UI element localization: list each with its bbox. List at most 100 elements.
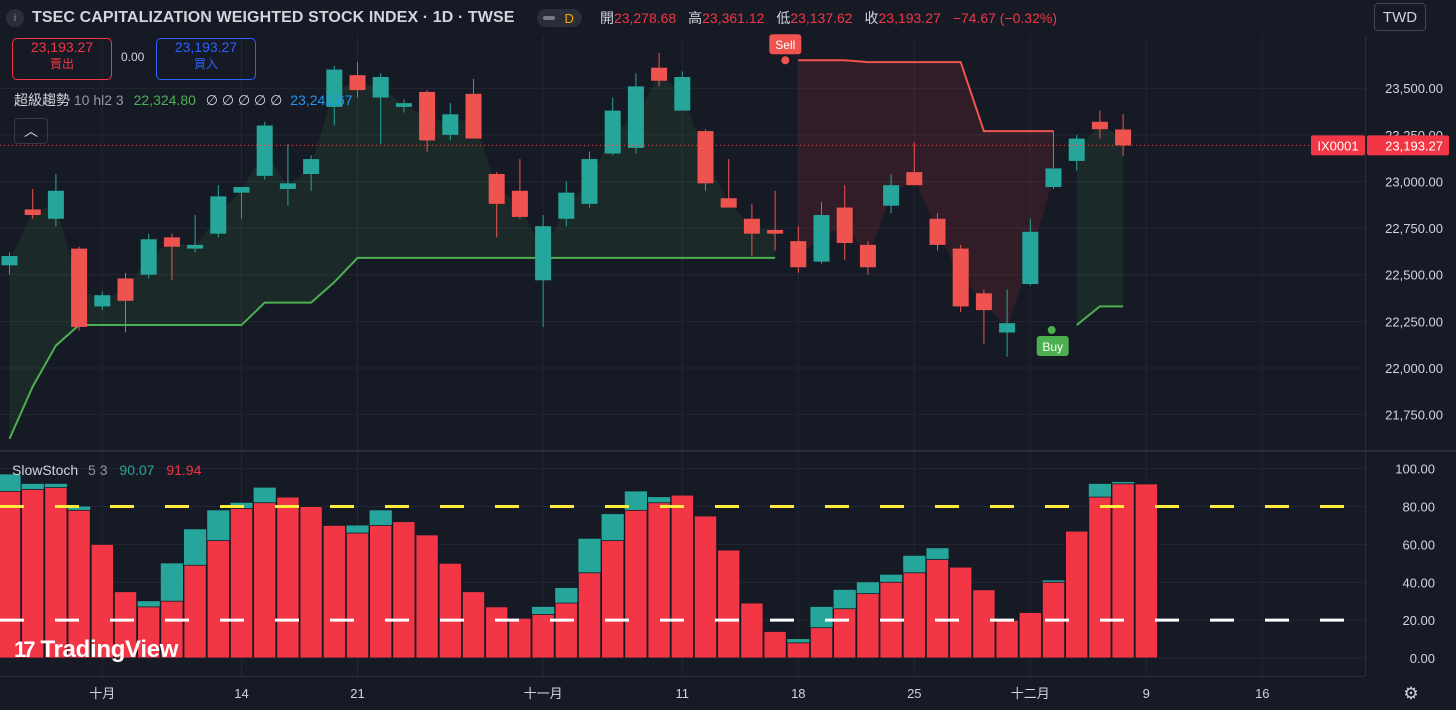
time-tick-label: 21 (350, 686, 364, 701)
chart-title[interactable]: TSEC CAPITALIZATION WEIGHTED STOCK INDEX… (32, 9, 515, 26)
candle-body (210, 196, 227, 234)
signal-labels: Sell Buy (769, 34, 1069, 357)
candle-body (859, 244, 876, 268)
stoch-d-bar (740, 602, 764, 659)
collapse-legend-button[interactable]: ︿ (14, 118, 48, 144)
candle-body (836, 207, 853, 243)
stoch-d-bar (578, 572, 602, 659)
stoch-d-bar (137, 606, 161, 659)
symbol-price-tag (1311, 135, 1365, 156)
stoch-d-bar (763, 631, 787, 659)
time-tick-label: 25 (907, 686, 921, 701)
candle-body (140, 239, 157, 275)
stoch-d-bar (786, 642, 810, 659)
supertrend-area (9, 74, 776, 439)
stoch-d-bar (392, 521, 416, 659)
stoch-d-bar (369, 525, 393, 659)
price-tick-label: 23,500.00 (1385, 81, 1443, 96)
stoch-d-bar (833, 608, 857, 659)
last-price-label: 23,193.27 (1385, 138, 1443, 153)
stoch-d-bar (926, 559, 950, 659)
candle-body (1115, 129, 1132, 146)
supertrend-area (798, 60, 1054, 328)
stoch-bars (0, 474, 1158, 659)
candle-body (535, 226, 552, 281)
settings-gear-icon[interactable]: ⚙ (1403, 684, 1419, 703)
candle-body (1, 256, 18, 266)
stoch-d-bar (717, 549, 741, 659)
candle-body (47, 190, 64, 219)
candle-body (743, 218, 760, 234)
candle-body (952, 248, 969, 307)
stoch-d-bar (206, 540, 230, 659)
stoch-d-bar (972, 589, 996, 659)
candle-body (906, 172, 923, 186)
sell-signal-label: Sell (775, 38, 795, 52)
supertrend-down-line (798, 59, 1054, 133)
stoch-d-bar (810, 627, 834, 659)
price-tick-label: 23,000.00 (1385, 174, 1443, 189)
candle-body (999, 323, 1016, 333)
candle-body (395, 103, 412, 107)
stoch-d-bar (438, 562, 462, 659)
stoch-tick-label: 80.00 (1402, 500, 1435, 515)
candle-body (767, 229, 784, 234)
candle-body (163, 237, 180, 247)
stoch-d-bar (229, 508, 253, 659)
candle-body (511, 190, 528, 217)
candle-body (326, 69, 343, 107)
time-tick-label: 11 (676, 686, 690, 701)
time-tick-label: 9 (1143, 686, 1150, 701)
candle-body (604, 110, 621, 154)
stoch-tick-label: 0.00 (1410, 651, 1435, 666)
candle-body (975, 293, 992, 311)
chevron-up-icon: ︿ (24, 123, 38, 139)
candle-body (303, 159, 320, 174)
stoch-d-bar (856, 593, 880, 659)
change-value: −74.67 (−0.32%) (952, 10, 1057, 26)
stoch-d-bar (485, 606, 509, 659)
supertrend-fills (9, 60, 1124, 439)
price-tick-label: 22,500.00 (1385, 268, 1443, 283)
tradingview-logo[interactable]: 17 TradingView (14, 636, 179, 663)
stoch-tick-label: 20.00 (1402, 613, 1435, 628)
candle-body (94, 295, 111, 307)
currency-button[interactable]: TWD (1374, 3, 1426, 31)
time-tick-label: 十月 (89, 686, 115, 701)
candle-body (488, 174, 505, 204)
sell-price: 23,193.27 (30, 39, 94, 55)
candle-body (581, 159, 598, 204)
stoch-d-bar (461, 591, 485, 659)
info-circle-icon[interactable]: i (6, 9, 24, 27)
candle-body (465, 93, 482, 139)
buy-signal-box (1036, 336, 1069, 357)
candle-body (627, 86, 644, 148)
buy-signal-label: Buy (1042, 340, 1063, 354)
stoch-d-bar (44, 487, 68, 659)
price-tick-label: 21,750.00 (1385, 408, 1443, 423)
stoch-d-bar (1018, 612, 1042, 659)
supertrend-legend[interactable]: 超級趨勢 10 hl2 3 22,324.80 ∅ ∅ ∅ ∅ ∅ 23,242… (14, 92, 353, 108)
candle-body (233, 187, 250, 193)
candle-body (419, 91, 436, 141)
candle-body (442, 114, 459, 135)
stoch-legend[interactable]: SlowStoch 5 3 90.07 91.94 (12, 462, 202, 478)
candle-body (279, 183, 296, 189)
delay-badge[interactable]: D (536, 9, 582, 27)
time-tick-label: 14 (234, 686, 248, 701)
buy-button[interactable]: 23,193.27 買入 (156, 38, 256, 80)
stoch-d-bar (624, 509, 648, 659)
stoch-d-bar (694, 515, 718, 659)
candle-body (929, 218, 946, 245)
stoch-d-bar (1134, 483, 1158, 659)
sell-button[interactable]: 23,193.27 賣出 (12, 38, 112, 80)
stoch-d-bar (1088, 496, 1112, 659)
candle-body (24, 209, 41, 216)
stoch-d-bar (1065, 530, 1089, 659)
stoch-d-bar (114, 591, 138, 659)
stoch-d-bar (902, 572, 926, 659)
time-tick-label: 18 (791, 686, 805, 701)
stoch-d-bar (345, 532, 369, 659)
candle-body (813, 215, 830, 262)
